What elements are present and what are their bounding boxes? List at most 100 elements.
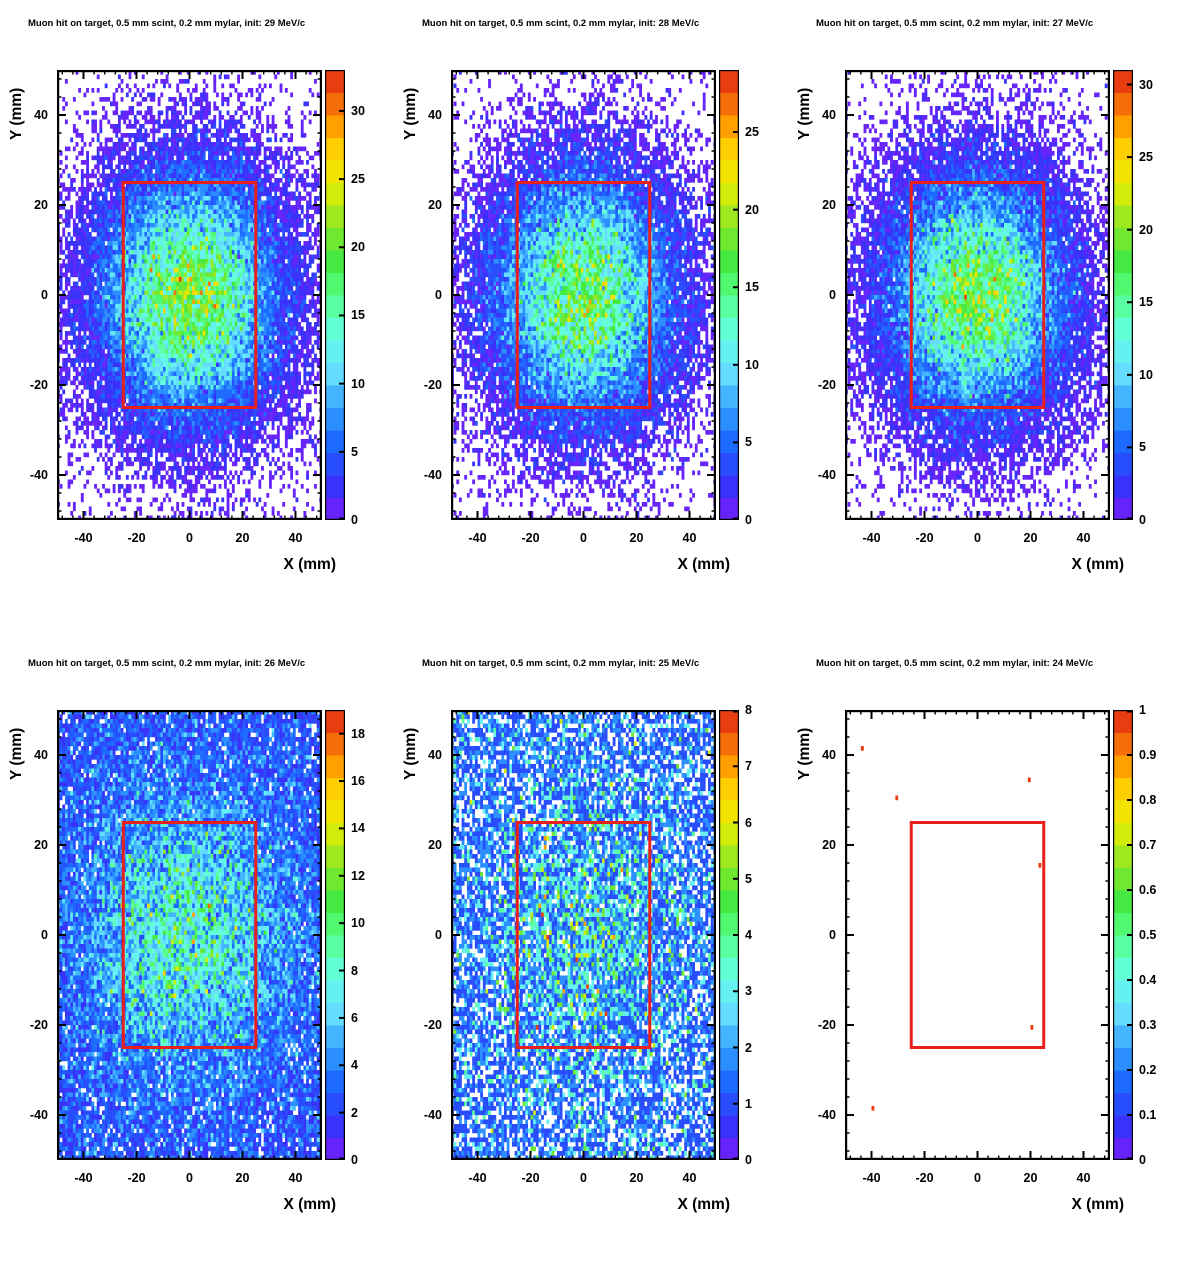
x-tick-label: 0 [580, 1171, 587, 1185]
colorbar-tick-label: 0.8 [1139, 793, 1157, 807]
colorbar-tick-label: 0.3 [1139, 1018, 1157, 1032]
colorbar-tick-label: 4 [351, 1058, 358, 1073]
x-tick-label: 0 [186, 1171, 193, 1185]
x-tick-label: -40 [862, 1171, 881, 1185]
x-axis-title: X (mm) [677, 556, 730, 573]
y-tick-label: 20 [822, 198, 836, 212]
colorbar-canvas [325, 70, 345, 520]
x-tick-label: 40 [288, 531, 303, 545]
y-tick-label: -20 [423, 378, 442, 392]
y-tick-label: 40 [822, 748, 836, 762]
colorbar-tick-label: 0 [351, 513, 358, 527]
colorbar-tick-label: 0 [1139, 1153, 1146, 1167]
colorbar-tick-label: 25 [351, 172, 365, 187]
y-tick-label: 40 [428, 748, 442, 762]
colorbar-tick-label: 0 [745, 1153, 752, 1167]
x-tick-label: -40 [74, 531, 93, 545]
colorbar-tick-label: 0 [1139, 513, 1146, 527]
y-tick-label: 0 [829, 288, 836, 302]
x-axis-title: X (mm) [283, 1196, 336, 1213]
colorbar-tick-label: 10 [351, 916, 365, 931]
x-tick-label: -20 [521, 1171, 540, 1185]
colorbar-tick-label: 25 [745, 125, 759, 140]
colorbar-tick-label: 18 [351, 726, 365, 741]
colorbar-tick-label: 3 [745, 984, 752, 999]
colorbar-canvas [1113, 70, 1133, 520]
colorbar-tick-label: 8 [745, 703, 752, 717]
colorbar-tick-label: 5 [745, 435, 752, 450]
x-tick-label: 40 [682, 1171, 697, 1185]
y-tick-label: -40 [29, 1108, 48, 1122]
y-tick-label: 40 [822, 108, 836, 122]
y-tick-label: 20 [428, 198, 442, 212]
colorbar-tick-label: 7 [745, 759, 752, 774]
x-tick-label: 0 [580, 531, 587, 545]
panel-title: Muon hit on target, 0.5 mm scint, 0.2 mm… [816, 18, 1094, 29]
x-tick-label: -20 [127, 1171, 146, 1185]
colorbar-tick-label: 4 [745, 928, 752, 942]
colorbar-tick-label: 0.9 [1139, 748, 1157, 762]
x-tick-label: 20 [235, 531, 250, 545]
colorbar-tick-label: 0 [745, 513, 752, 527]
colorbar-tick-label: 15 [745, 280, 759, 295]
y-tick-label: -40 [423, 1108, 442, 1122]
colorbar-tick-label: 0 [351, 1153, 358, 1167]
x-tick-label: 20 [1023, 1171, 1038, 1185]
heatmap-panel: Muon hit on target, 0.5 mm scint, 0.2 mm… [0, 0, 393, 640]
y-tick-label: 40 [34, 108, 48, 122]
x-axis-title: X (mm) [283, 556, 336, 573]
y-tick-label: 0 [41, 288, 48, 302]
panel-title: Muon hit on target, 0.5 mm scint, 0.2 mm… [422, 18, 700, 29]
y-tick-label: -20 [29, 378, 48, 392]
x-tick-label: 40 [1076, 531, 1091, 545]
heatmap-canvas [451, 70, 716, 520]
x-tick-label: 20 [235, 1171, 250, 1185]
colorbar-tick-label: 20 [1139, 222, 1153, 237]
colorbar-tick-label: 5 [745, 871, 752, 886]
y-tick-label: -20 [817, 378, 836, 392]
colorbar-tick-label: 0.6 [1139, 883, 1157, 897]
x-tick-label: -40 [74, 1171, 93, 1185]
y-tick-label: 20 [34, 198, 48, 212]
colorbar-canvas [719, 70, 739, 520]
colorbar-tick-label: 30 [351, 103, 365, 118]
colorbar-tick-label: 15 [351, 308, 365, 323]
heatmap-panel: Muon hit on target, 0.5 mm scint, 0.2 mm… [394, 0, 787, 640]
x-tick-label: -40 [468, 1171, 487, 1185]
y-tick-label: 0 [41, 928, 48, 942]
colorbar-tick-label: 8 [351, 963, 358, 978]
heatmap-panel: Muon hit on target, 0.5 mm scint, 0.2 mm… [788, 640, 1181, 1280]
x-tick-label: -20 [915, 1171, 934, 1185]
colorbar-tick-label: 0.2 [1139, 1063, 1157, 1077]
colorbar-tick-label: 10 [745, 357, 759, 372]
x-tick-label: 20 [629, 1171, 644, 1185]
heatmap-panel: Muon hit on target, 0.5 mm scint, 0.2 mm… [394, 640, 787, 1280]
y-tick-label: 40 [428, 108, 442, 122]
colorbar-tick-label: 5 [351, 444, 358, 459]
colorbar-tick-label: 5 [1139, 440, 1146, 455]
heatmap-canvas [845, 70, 1110, 520]
colorbar-tick-label: 25 [1139, 150, 1153, 165]
colorbar-canvas [719, 710, 739, 1160]
y-tick-label: 20 [34, 838, 48, 852]
colorbar-tick-label: 12 [351, 868, 365, 883]
heatmap-canvas [451, 710, 716, 1160]
colorbar-tick-label: 0.7 [1139, 838, 1157, 852]
x-axis-title: X (mm) [1071, 1196, 1124, 1213]
colorbar-tick-label: 1 [1139, 703, 1146, 717]
x-tick-label: -20 [915, 531, 934, 545]
x-axis-title: X (mm) [1071, 556, 1124, 573]
panel-title: Muon hit on target, 0.5 mm scint, 0.2 mm… [816, 658, 1094, 669]
heatmap-panel: Muon hit on target, 0.5 mm scint, 0.2 mm… [788, 0, 1181, 640]
x-tick-label: -20 [521, 531, 540, 545]
x-tick-label: -20 [127, 531, 146, 545]
x-tick-label: 0 [974, 1171, 981, 1185]
x-tick-label: 40 [682, 531, 697, 545]
colorbar-tick-label: 0.5 [1139, 928, 1157, 942]
y-tick-label: -40 [29, 468, 48, 482]
heatmap-panel: Muon hit on target, 0.5 mm scint, 0.2 mm… [0, 640, 393, 1280]
panel-title: Muon hit on target, 0.5 mm scint, 0.2 mm… [28, 18, 306, 29]
colorbar-tick-label: 20 [351, 240, 365, 255]
colorbar-tick-label: 2 [745, 1040, 752, 1055]
